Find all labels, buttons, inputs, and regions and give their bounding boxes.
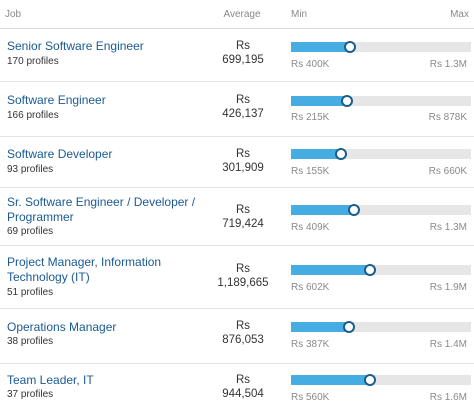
table-row: Team Leader, IT 37 profiles Rs 944,504 R… — [0, 363, 474, 419]
average-value: 1,189,665 — [217, 277, 269, 289]
max-salary: Rs 1.9M — [429, 282, 467, 293]
min-salary: Rs 215K — [291, 112, 330, 123]
average-marker — [335, 148, 348, 160]
currency-label: Rs — [235, 374, 251, 386]
profile-count: 37 profiles — [7, 389, 54, 400]
average-marker — [340, 95, 353, 107]
min-salary: Rs 602K — [291, 282, 330, 293]
salary-range-fill — [291, 265, 371, 275]
job-title-link[interactable]: Senior Software Engineer — [7, 39, 144, 53]
average-salary: Rs 876,053 — [196, 319, 290, 347]
salary-range-fill — [291, 322, 349, 332]
profile-count: 166 profiles — [7, 110, 59, 121]
average-marker — [364, 374, 377, 386]
profile-count: 170 profiles — [7, 56, 59, 67]
table-row: Sr. Software Engineer / Developer / Prog… — [0, 187, 474, 246]
average-salary: Rs 699,195 — [196, 39, 290, 67]
table-row: Senior Software Engineer 170 profiles Rs… — [0, 28, 474, 82]
min-salary: Rs 409K — [291, 222, 330, 233]
max-salary: Rs 1.6M — [429, 392, 467, 403]
max-salary: Rs 1.3M — [429, 222, 467, 233]
profile-count: 93 profiles — [7, 164, 54, 175]
average-salary: Rs 1,189,665 — [196, 262, 290, 290]
salary-range-fill — [291, 96, 347, 106]
table-header: Job Average Min Max — [0, 0, 474, 29]
min-salary: Rs 155K — [291, 166, 330, 177]
header-average: Average — [223, 9, 261, 20]
average-marker — [364, 264, 377, 276]
currency-label: Rs — [235, 263, 251, 275]
profile-count: 51 profiles — [7, 287, 54, 298]
average-salary: Rs 426,137 — [196, 93, 290, 121]
average-value: 944,504 — [222, 388, 264, 400]
average-value: 301,909 — [222, 162, 264, 174]
max-salary: Rs 1.4M — [429, 339, 467, 350]
max-salary: Rs 660K — [428, 166, 467, 177]
profile-count: 69 profiles — [7, 226, 54, 237]
average-value: 876,053 — [222, 334, 264, 346]
salary-range-bar — [291, 321, 471, 333]
currency-label: Rs — [235, 204, 251, 216]
salary-range-fill — [291, 42, 351, 52]
salary-range-bar — [291, 41, 471, 53]
salary-range-bar — [291, 264, 471, 276]
profile-count: 38 profiles — [7, 336, 54, 347]
header-min: Min — [291, 9, 308, 20]
job-title-link[interactable]: Sr. Software Engineer / Developer / Prog… — [7, 195, 196, 224]
job-title-link[interactable]: Software Engineer — [7, 93, 106, 107]
min-salary: Rs 387K — [291, 339, 330, 350]
job-title-link[interactable]: Operations Manager — [7, 320, 117, 334]
header-job: Job — [5, 9, 22, 20]
min-salary: Rs 400K — [291, 59, 330, 70]
max-salary: Rs 1.3M — [429, 59, 467, 70]
header-max: Max — [450, 9, 469, 20]
average-salary: Rs 719,424 — [196, 203, 290, 231]
job-title-link[interactable]: Project Manager, Information Technology … — [7, 255, 162, 284]
average-value: 719,424 — [222, 218, 264, 230]
average-value: 426,137 — [222, 108, 264, 120]
salary-range-bar — [291, 204, 471, 216]
average-marker — [344, 41, 357, 53]
average-marker — [342, 321, 355, 333]
salary-range-fill — [291, 149, 342, 159]
table-row: Project Manager, Information Technology … — [0, 245, 474, 309]
job-title-link[interactable]: Software Developer — [7, 147, 113, 161]
table-row: Operations Manager 38 profiles Rs 876,05… — [0, 308, 474, 364]
salary-range-fill — [291, 205, 354, 215]
min-salary: Rs 560K — [291, 392, 330, 403]
currency-label: Rs — [235, 148, 251, 160]
average-salary: Rs 301,909 — [196, 147, 290, 175]
currency-label: Rs — [235, 94, 251, 106]
currency-label: Rs — [235, 40, 251, 52]
salary-range-bar — [291, 95, 471, 107]
average-salary: Rs 944,504 — [196, 373, 290, 401]
average-value: 699,195 — [222, 54, 264, 66]
salary-range-fill — [291, 375, 371, 385]
table-row: Software Engineer 166 profiles Rs 426,13… — [0, 81, 474, 137]
job-title-link[interactable]: Team Leader, IT — [7, 373, 94, 387]
max-salary: Rs 878K — [428, 112, 467, 123]
currency-label: Rs — [235, 320, 251, 332]
average-marker — [348, 204, 360, 216]
table-row: Software Developer 93 profiles Rs 301,90… — [0, 136, 474, 188]
salary-range-bar — [291, 148, 471, 160]
salary-range-bar — [291, 374, 471, 386]
